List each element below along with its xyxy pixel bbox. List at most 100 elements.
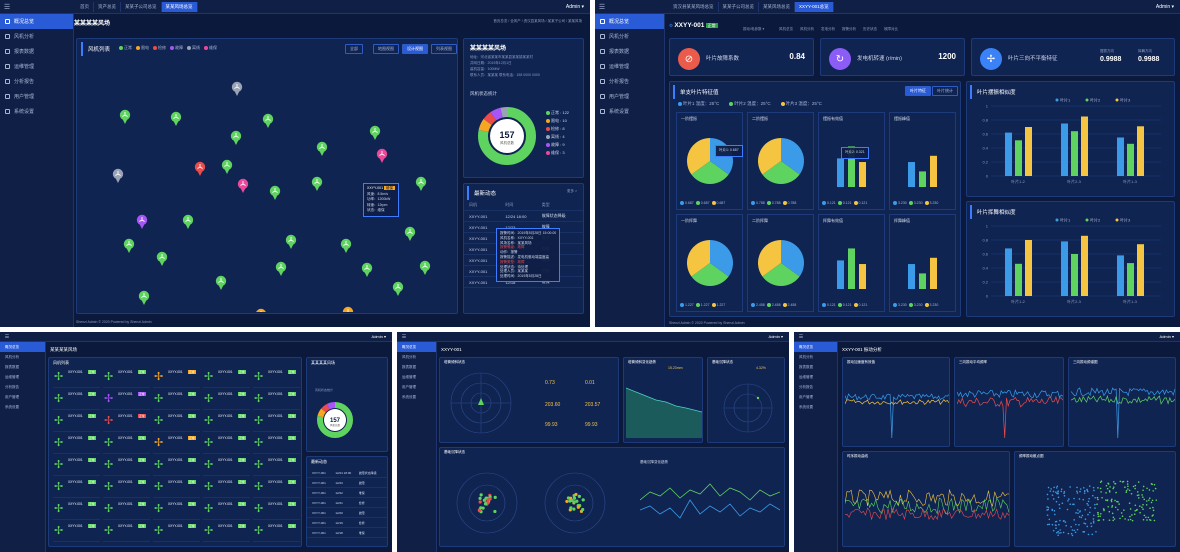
turbine-marker[interactable]: [156, 251, 168, 266]
turbine-tile[interactable]: ✢ XXYY-001 正常: [203, 434, 250, 454]
turbine-tile[interactable]: ✢ XXYY-001 正常: [103, 368, 150, 388]
turbine-tile[interactable]: ✢ XXYY-001 正常: [103, 500, 150, 520]
turbine-tile[interactable]: ✢ XXYY-001 正常: [203, 456, 250, 476]
sidebar-item-users[interactable]: 用户管理: [0, 89, 73, 104]
turbine-tile[interactable]: ✢ XXYY-001 正常: [103, 390, 150, 410]
sidebar-item-analysis[interactable]: 风机分析: [0, 29, 73, 44]
turbine-marker[interactable]: [231, 81, 243, 96]
sidebar-item-overview[interactable]: 概况总览: [595, 14, 664, 29]
sidebar-item-settings[interactable]: 系统设置: [595, 104, 664, 119]
turbine-marker[interactable]: [419, 260, 431, 275]
turbine-tile[interactable]: ✢ XXYY-001 正常: [53, 368, 100, 388]
turbine-tile[interactable]: ✢ XXYY-001 正常: [103, 412, 150, 432]
sidebar-item-overview[interactable]: 概况总览: [0, 14, 73, 29]
turbine-marker[interactable]: [138, 290, 150, 305]
turbine-marker[interactable]: [376, 148, 388, 163]
sidebar-item-ops[interactable]: 运维管理: [0, 59, 73, 74]
turbine-tile[interactable]: ✢ XXYY-001 正常: [153, 412, 200, 432]
subtab-2[interactable]: 发电分析: [821, 27, 835, 31]
turbine-tile[interactable]: ✢ XXYY-001 正常: [253, 390, 300, 410]
turbine-marker[interactable]: [275, 261, 287, 276]
sidebar-item-overview[interactable]: 概况总览: [794, 342, 837, 352]
sidebar-item-ops[interactable]: 运维管理: [799, 374, 813, 379]
sidebar-item-overview[interactable]: 概况总览: [397, 342, 436, 352]
turbine-tile[interactable]: ✢ XXYY-001 正常: [253, 456, 300, 476]
tab-a[interactable]: 资汉县某某风场总览: [669, 1, 719, 12]
turbine-marker[interactable]: [340, 238, 352, 253]
turbine-tile[interactable]: ✢ XXYY-001 正常: [153, 368, 200, 388]
turbine-tile[interactable]: ✢ XXYY-001 正常: [103, 434, 150, 454]
sidebar-item-analysis-report[interactable]: 分析报告: [0, 74, 73, 89]
turbine-marker[interactable]: [369, 125, 381, 140]
turbine-marker[interactable]: [361, 262, 373, 277]
sidebar-item-users[interactable]: 用户管理: [5, 394, 19, 399]
blade-stats-button[interactable]: 叶片统计: [932, 86, 958, 96]
fan-map[interactable]: [77, 57, 457, 312]
table-row[interactable]: XXYY-001 12/24 18:00 故障状态降级: [307, 469, 387, 478]
turbine-marker[interactable]: [123, 238, 135, 253]
menu-icon[interactable]: ☰: [401, 333, 407, 340]
turbine-marker[interactable]: [262, 113, 274, 128]
turbine-marker[interactable]: [311, 176, 323, 191]
sidebar-item-analysis-report[interactable]: 分析报告: [5, 384, 19, 389]
tab-b[interactable]: 某某子公司总览: [719, 1, 759, 12]
param-select[interactable]: 振动/电参数 ▾: [743, 27, 765, 31]
turbine-marker[interactable]: [182, 214, 194, 229]
turbine-marker[interactable]: [316, 141, 328, 156]
sidebar-item-users[interactable]: 用户管理: [799, 394, 813, 399]
sidebar-item-reports[interactable]: 报表数据: [402, 364, 416, 369]
sidebar-item-settings[interactable]: 系统设置: [0, 104, 73, 119]
sidebar-item-settings[interactable]: 系统设置: [5, 404, 19, 409]
sidebar-item-analysis-report[interactable]: 分析报告: [799, 384, 813, 389]
sidebar-item-ops[interactable]: 运维管理: [5, 374, 19, 379]
turbine-marker[interactable]: [119, 109, 131, 124]
turbine-tile[interactable]: ✢ XXYY-001 正常: [253, 412, 300, 432]
turbine-marker[interactable]: [215, 275, 227, 290]
subtab-0[interactable]: 风机总览: [779, 27, 793, 31]
subtab-1[interactable]: 风机分析: [800, 27, 814, 31]
list-view-button[interactable]: 列表视图: [431, 44, 457, 54]
turbine-marker[interactable]: [256, 308, 266, 312]
turbine-marker[interactable]: [342, 306, 354, 312]
turbine-marker[interactable]: [230, 130, 242, 145]
turbine-tile[interactable]: ✢ XXYY-001 正常: [53, 390, 100, 410]
turbine-tile[interactable]: ✢ XXYY-001 正常: [203, 522, 250, 542]
turbine-tile[interactable]: ✢ XXYY-001 正常: [103, 456, 150, 476]
admin-menu[interactable]: Admin ▾: [1159, 334, 1174, 339]
turbine-marker[interactable]: [194, 161, 206, 176]
turbine-tile[interactable]: ✢ XXYY-001 正常: [253, 500, 300, 520]
turbine-tile[interactable]: ✢ XXYY-001 正常: [253, 522, 300, 542]
turbine-tile[interactable]: ✢ XXYY-001 正常: [253, 434, 300, 454]
sidebar-item-analysis[interactable]: 风机分析: [5, 354, 19, 359]
admin-menu[interactable]: Admin ▾: [371, 334, 386, 339]
turbine-marker[interactable]: [170, 111, 182, 126]
tab-subsidiary[interactable]: 某某子公司总览: [121, 1, 162, 12]
turbine-marker[interactable]: [415, 176, 427, 191]
map-view-button[interactable]: 地图视图: [373, 44, 399, 54]
turbine-marker[interactable]: [136, 214, 148, 229]
table-row[interactable]: XXYY-001 12/23 故障: [307, 479, 387, 488]
sidebar-item-ops[interactable]: 运维管理: [402, 374, 416, 379]
sidebar-item-ops[interactable]: 运维管理: [595, 59, 664, 74]
turbine-marker[interactable]: [221, 159, 233, 174]
turbine-tile[interactable]: ✢ XXYY-001 正常: [53, 478, 100, 498]
turbine-tile[interactable]: ✢ XXYY-001 正常: [53, 434, 100, 454]
sidebar-item-reports[interactable]: 报表数据: [595, 44, 664, 59]
sidebar-item-users[interactable]: 用户管理: [595, 89, 664, 104]
sidebar-item-settings[interactable]: 系统设置: [799, 404, 813, 409]
sidebar-item-analysis[interactable]: 风机分析: [799, 354, 813, 359]
subtab-3[interactable]: 报警分析: [842, 27, 856, 31]
sidebar-item-overview[interactable]: 概况总览: [0, 342, 45, 352]
blade-feature-button[interactable]: 叶片特征: [905, 86, 931, 96]
turbine-tile[interactable]: ✢ XXYY-001 正常: [153, 390, 200, 410]
menu-icon[interactable]: ☰: [798, 333, 804, 340]
turbine-tile[interactable]: ✢ XXYY-001 正常: [153, 522, 200, 542]
subtab-5[interactable]: 故障对比: [884, 27, 898, 31]
turbine-tile[interactable]: ✢ XXYY-001 正常: [153, 500, 200, 520]
sidebar-item-analysis[interactable]: 风机分析: [402, 354, 416, 359]
turbine-tile[interactable]: ✢ XXYY-001 正常: [203, 390, 250, 410]
